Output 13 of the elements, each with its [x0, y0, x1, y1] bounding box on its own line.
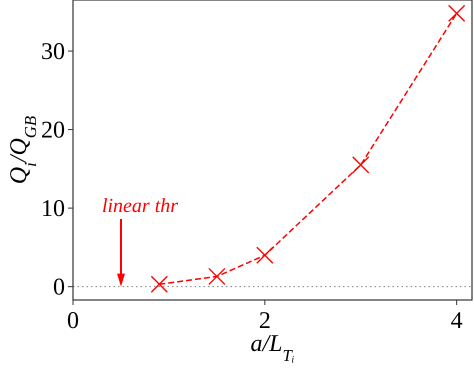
y-tick-label: 20	[41, 118, 65, 144]
x-axis-title: a/L$_{Tᵢ}$	[250, 331, 295, 364]
x-tick-label: 4	[450, 308, 463, 334]
point	[150, 276, 168, 293]
y-tick-label: 0	[53, 274, 65, 301]
point	[256, 246, 274, 264]
point	[352, 156, 370, 174]
x-tick-label: 2	[258, 308, 271, 334]
point	[448, 4, 466, 22]
annotation: linear thr	[102, 195, 178, 217]
y-tick-label: 30	[41, 39, 65, 66]
point	[208, 268, 226, 286]
y-tick-label: 10	[41, 196, 65, 222]
